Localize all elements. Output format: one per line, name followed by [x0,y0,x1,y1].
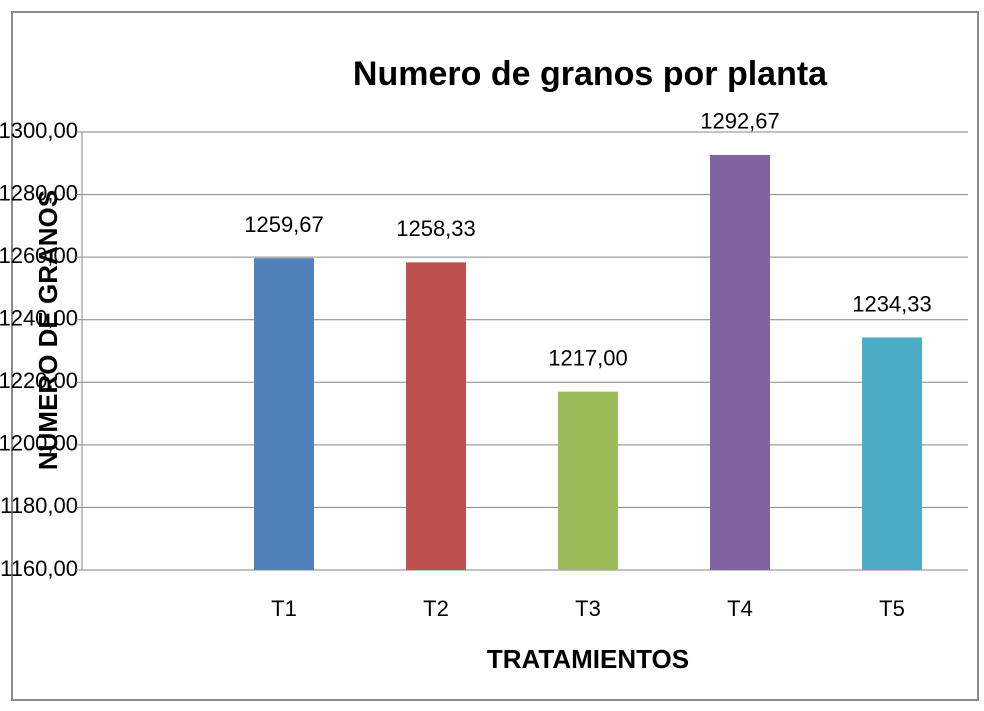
x-tick-label: T1 [271,596,297,621]
bar [254,258,314,570]
x-axis-label: TRATAMIENTOS [487,644,689,674]
chart-frame [11,11,979,701]
value-label: 1292,67 [700,109,780,134]
x-tick-label: T2 [423,596,449,621]
y-tick-label: 1240,00 [0,306,78,331]
chart-title: Numero de granos por planta [353,55,828,93]
value-label: 1258,33 [396,216,476,241]
y-tick-label: 1280,00 [0,180,78,205]
x-tick-label: T3 [575,596,601,621]
bar [710,154,770,570]
x-tick-label: T4 [727,596,753,621]
value-label: 1234,33 [852,291,932,316]
y-axis-label: NUMERO DE GRANOS [33,190,63,470]
bar [558,391,618,570]
y-tick-label: 1220,00 [0,368,78,393]
y-tick-label: 1160,00 [0,556,78,581]
y-tick-label: 1300,00 [0,118,78,143]
y-tick-label: 1200,00 [0,431,78,456]
bar [862,337,922,570]
bar [406,262,466,570]
y-tick-label: 1180,00 [0,493,78,518]
x-tick-label: T5 [879,596,905,621]
value-label: 1259,67 [244,212,324,237]
value-label: 1217,00 [548,345,628,370]
y-tick-label: 1260,00 [0,243,78,268]
